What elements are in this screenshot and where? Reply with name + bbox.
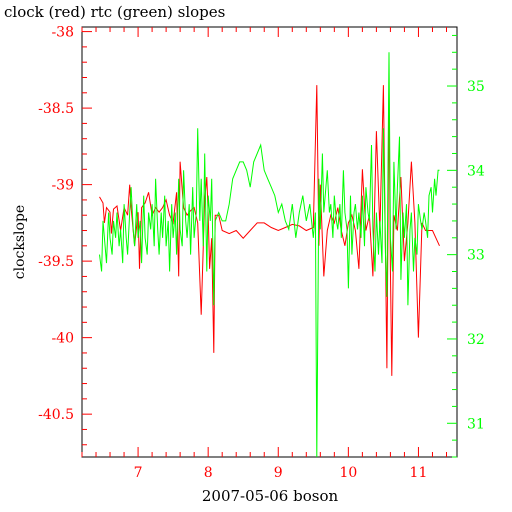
y-left-tick-label: -40 xyxy=(51,331,74,347)
x-tick-label: 10 xyxy=(339,465,357,481)
y-left-tick-label: -38.5 xyxy=(38,101,74,117)
y-left-tick-label: -39 xyxy=(51,178,74,194)
y-left-tick-label: -40.5 xyxy=(38,407,74,423)
plot-frame xyxy=(81,26,458,458)
y-right-tick-label: 33 xyxy=(467,248,485,264)
series-rtc-line xyxy=(99,52,440,458)
y-right-tick-label: 31 xyxy=(467,416,485,432)
y-left-tick-label: -39.5 xyxy=(38,254,74,270)
x-axis-label: 2007-05-06 boson xyxy=(202,487,339,505)
y-left-tick-label: -38 xyxy=(51,25,74,41)
x-tick-label: 11 xyxy=(410,465,428,481)
chart-title: clock (red) rtc (green) slopes xyxy=(4,3,225,21)
y-axis-label: clockslope xyxy=(12,205,28,279)
y-right-tick-label: 34 xyxy=(467,163,485,179)
series-layer xyxy=(99,52,440,458)
y-right-tick-label: 35 xyxy=(467,79,485,95)
x-tick-label: 8 xyxy=(204,465,213,481)
x-tick-label: 9 xyxy=(274,465,283,481)
x-tick-label: 7 xyxy=(134,465,143,481)
y-right-tick-label: 32 xyxy=(467,332,485,348)
tick-layer: 7 8 9 10 11 -38 -38.5 -39 -39.5 -40 -40.5 35 34 33 32 3… xyxy=(38,25,485,481)
